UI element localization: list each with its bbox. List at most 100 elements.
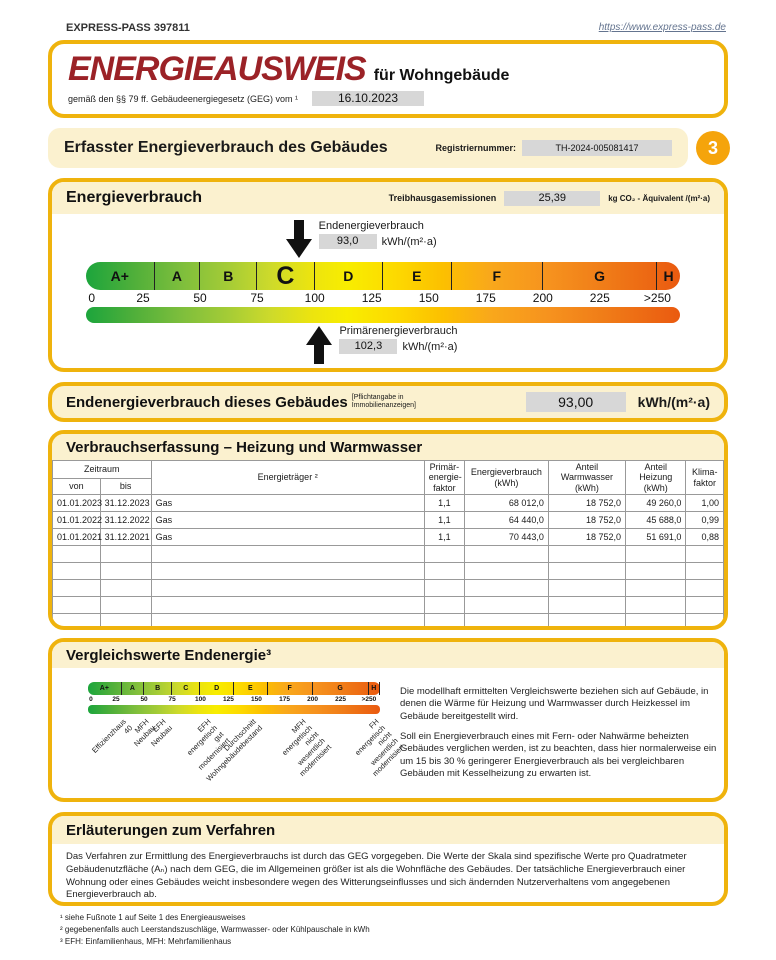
scale-segment: E <box>234 682 268 695</box>
col-header-warmwasser: Anteil Warmwasser (kWh) <box>547 459 627 496</box>
end-energy-label: Endenergieverbrauch <box>318 220 424 232</box>
cell-warmwasser: 18 752,0 <box>547 494 627 513</box>
scale-segment: A <box>122 682 145 695</box>
comparison-label: Effizienzhaus 40 <box>90 717 135 755</box>
express-pass-link[interactable]: https://www.express-pass.de <box>598 22 726 33</box>
tick-label: 100 <box>304 291 325 305</box>
tick-label: 225 <box>589 291 610 305</box>
comparison-section-title: Vergleichswerte Endenergie³ <box>66 646 272 664</box>
end-energy-band-unit: kWh/(m²·a) <box>637 394 710 410</box>
page-title: ENERGIEAUSWEIS <box>68 50 367 88</box>
tick-label: 0 <box>88 291 96 305</box>
cell-von: 01.01.2023 <box>52 494 102 513</box>
up-arrow-icon <box>306 326 333 368</box>
primary-energy-unit: kWh/(m²·a) <box>402 340 458 353</box>
energy-section-title: Energieverbrauch <box>66 189 203 206</box>
comparison-label: FH energetisch nicht wesentlich modernis… <box>353 717 407 778</box>
tick-label: 0 <box>89 696 93 703</box>
cell-energietraeger: Gas <box>150 511 425 530</box>
cell-klimafaktor: 1,00 <box>685 494 724 513</box>
tick-label: 50 <box>140 696 148 703</box>
cell-pef: 1,1 <box>423 494 465 513</box>
comparison-label: MFH energetisch nicht wesentlich moderni… <box>280 717 334 778</box>
scale-segment: B <box>144 682 173 695</box>
comparison-tick-row: 0 25 50 75 100 125 150 175 200 225 >250 <box>88 695 380 705</box>
cell-von: 01.01.2022 <box>52 511 102 530</box>
tick-label: 200 <box>307 696 318 703</box>
registration-number-field: TH-2024-005081417 <box>522 140 672 156</box>
tick-label: 25 <box>136 291 150 305</box>
down-arrow-icon <box>285 220 312 263</box>
energy-scale: Endenergieverbrauch 93,0 kWh/(m²·a) A+ A… <box>86 214 680 368</box>
efficiency-class-band: A+ A B C D E F G H <box>86 262 680 290</box>
end-energy-value-field: 93,0 <box>318 234 377 249</box>
primary-energy-value-field: 102,3 <box>339 339 398 354</box>
table-row: 01.01.2021 31.12.2021 Gas 1,1 70 443,0 1… <box>52 528 724 547</box>
mandatory-note: [Pflichtangabe in Immobilienanzeigen] <box>351 393 416 409</box>
explanation-section-title: Erläuterungen zum Verfahren <box>66 821 276 839</box>
table-row-empty <box>52 545 724 564</box>
tick-label: 175 <box>279 696 290 703</box>
table-row-empty <box>52 562 724 581</box>
primary-energy-band <box>86 307 680 323</box>
tick-label: 150 <box>418 291 439 305</box>
scale-segment: F <box>268 682 313 695</box>
cell-heizung: 51 691,0 <box>625 528 687 547</box>
table-row-empty <box>52 613 724 626</box>
footnote-2: ² gegebenenfalls auch Leerstandszuschläg… <box>60 925 370 934</box>
comparison-labels: Effizienzhaus 40 MFH Neubau EFH Neubau E… <box>88 714 406 798</box>
tick-label: 50 <box>193 291 207 305</box>
explanation-text: Das Verfahren zur Ermittlung des Energie… <box>66 851 687 901</box>
tick-label: 150 <box>251 696 262 703</box>
scale-segment: E <box>383 262 452 290</box>
comparison-text: Die modellhaft ermittelten Vergleichswer… <box>400 686 720 780</box>
col-header-bis: bis <box>99 478 152 496</box>
cell-warmwasser: 18 752,0 <box>547 528 627 547</box>
tick-label: 75 <box>250 291 264 305</box>
table-section-title: Verbrauchserfassung – Heizung und Warmwa… <box>66 438 423 456</box>
cell-warmwasser: 18 752,0 <box>547 511 627 530</box>
tick-label: 200 <box>532 291 553 305</box>
comparison-scale: A+ A B C D E F G H 0 25 50 75 100 125 15… <box>88 682 406 798</box>
scale-segment: A <box>155 262 201 290</box>
scale-segment: G <box>543 262 658 290</box>
page-subtitle: für Wohngebäude <box>373 67 510 84</box>
document-reference: EXPRESS-PASS 397811 <box>66 22 190 34</box>
end-energy-band: Endenergieverbrauch dieses Gebäudes [Pfl… <box>48 382 728 422</box>
cell-energietraeger: Gas <box>150 494 425 513</box>
tick-label: 100 <box>194 696 206 703</box>
tick-label: 125 <box>361 291 382 305</box>
col-header-von: von <box>52 478 101 496</box>
end-energy-band-title: Endenergieverbrauch dieses Gebäudes <box>66 393 348 411</box>
cell-klimafaktor: 0,99 <box>685 511 724 530</box>
section-title: Erfasster Energieverbrauch des Gebäudes <box>64 139 388 156</box>
cell-pef: 1,1 <box>423 511 465 530</box>
cell-verbrauch: 68 012,0 <box>463 494 549 513</box>
consumption-table: Zeitraum Energieträger ² Primär- energie… <box>52 459 724 626</box>
col-header-pef: Primär- energie- faktor <box>423 459 465 496</box>
scale-segment: A+ <box>86 262 155 290</box>
footnotes: ¹ siehe Fußnote 1 auf Seite 1 des Energi… <box>60 912 370 948</box>
cell-bis: 31.12.2023 <box>99 494 152 513</box>
scale-segment: H <box>663 268 674 284</box>
tick-label: 75 <box>168 696 176 703</box>
scale-segment: D <box>315 262 384 290</box>
tick-label: 225 <box>335 696 347 703</box>
col-header-energietraeger: Energieträger ² <box>150 459 425 496</box>
col-header-heizung: Anteil Heizung (kWh) <box>625 459 687 496</box>
cell-bis: 31.12.2022 <box>99 511 152 530</box>
tick-label: >250 <box>361 696 377 703</box>
page-number-badge: 3 <box>696 131 730 165</box>
scale-segment: A+ <box>88 682 122 695</box>
primary-energy-label: Primärenergieverbrauch <box>339 325 458 337</box>
end-energy-unit: kWh/(m²·a) <box>381 235 437 248</box>
ghg-label: Treibhausgasemissionen <box>388 193 497 203</box>
cell-klimafaktor: 0,88 <box>685 528 724 547</box>
law-reference: gemäß den §§ 79 ff. Gebäudeenergiegesetz… <box>68 93 298 104</box>
table-row: 01.01.2022 31.12.2022 Gas 1,1 64 440,0 1… <box>52 511 724 530</box>
tick-label: 125 <box>223 696 234 703</box>
ghg-unit: kg CO₂ - Äquivalent /(m²·a) <box>608 193 710 203</box>
issue-date-field: 16.10.2023 <box>311 91 424 106</box>
tick-label: 25 <box>112 696 120 703</box>
